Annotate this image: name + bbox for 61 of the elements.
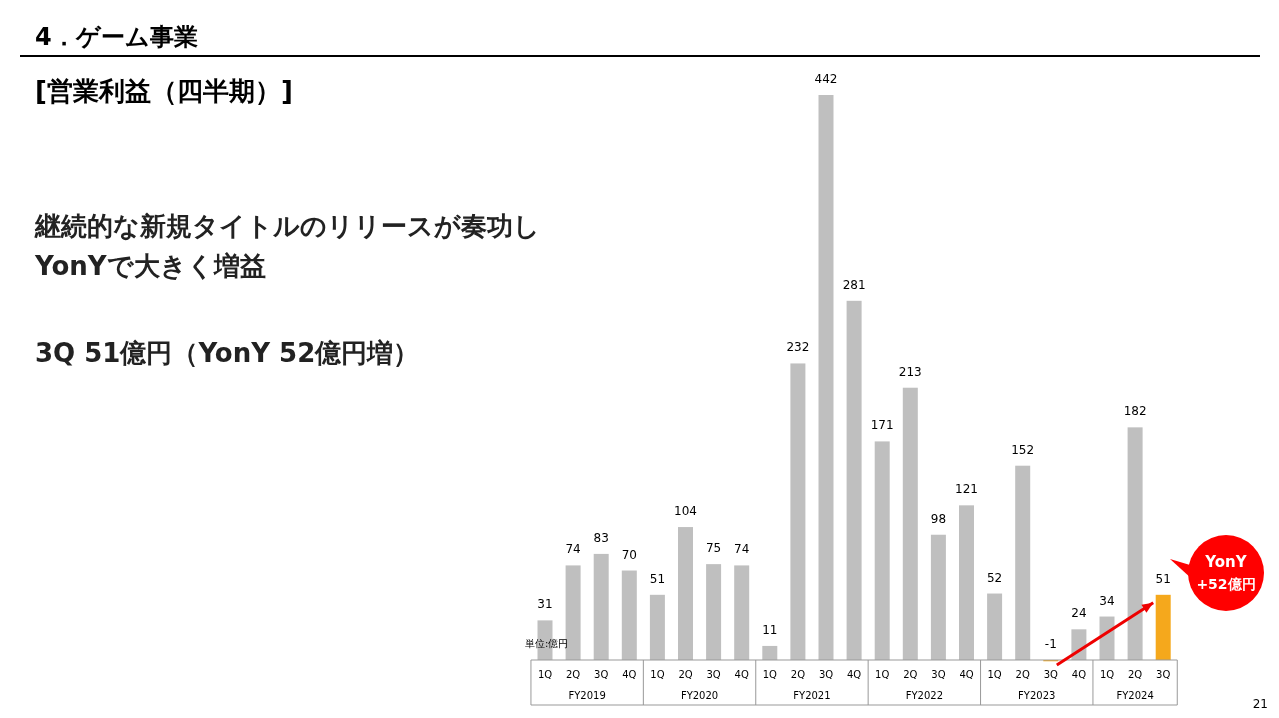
data-label: 75 [705,541,722,556]
text: FY2021 [793,690,831,701]
data-label: 24 [1071,606,1087,621]
data-label: 34 [1099,593,1115,608]
x-tick-label: 3Q [818,669,834,680]
data-label: 232 [786,340,810,355]
data-label: 121 [955,482,978,497]
data-label: 104 [674,504,697,519]
data-label: 52 [986,570,1003,585]
text: FY2019 [568,690,606,701]
x-tick-label: 2Q [1127,669,1143,680]
data-label: 83 [593,530,609,545]
text: 3Q 51億円（YonY 52億円増） [35,338,420,368]
x-tick-label: 2Q [565,669,581,680]
text: FY2022 [905,690,944,701]
data-label: 51 [649,571,666,586]
x-tick-label: 1Q [875,669,890,680]
x-tick-label: 4Q [734,669,749,680]
x-tick-label: 1Q [987,669,1002,680]
x-tick-label: 2Q [903,669,918,680]
data-label: 281 [842,277,866,292]
data-label: 442 [814,72,838,86]
x-tick-label: 1Q [762,669,778,680]
data-label: 74 [565,542,581,557]
annotation: 単位:億円 [525,638,569,649]
text: YonY [1204,553,1248,571]
text: FY2024 [1116,690,1154,701]
x-tick-label: 4Q [959,669,974,680]
x-tick-label: 1Q [650,669,665,680]
text: 4．ゲーム事業 [35,23,198,51]
x-tick-label: 1Q [1099,669,1115,680]
data-label: 51 [1155,571,1171,586]
data-label: 31 [537,597,553,612]
annotation: 継続的な新規タイトルのリリースが奏功し [34,211,540,241]
data-label: 213 [898,364,922,379]
x-tick-label: 3Q [706,669,721,680]
data-label: 74 [734,542,750,557]
x-tick-label: 4Q [846,669,862,680]
data-label: 171 [870,418,894,433]
text: FY2023 [1018,690,1056,701]
data-label: 70 [621,547,637,562]
text: YonYで大きく増益 [34,251,266,281]
x-tick-label: 4Q [622,669,637,680]
x-tick-label: 3Q [1156,669,1171,680]
x-tick-label: 4Q [1071,669,1087,680]
text: [営業利益（四半期）] [35,76,293,106]
data-label: -1 [1044,637,1057,651]
x-tick-label: 2Q [678,669,693,680]
x-tick-label: 2Q [1015,669,1030,680]
x-tick-label: 3Q [931,669,946,680]
data-label: 152 [1011,442,1035,457]
x-tick-label: 1Q [537,669,553,680]
data-label: 98 [930,511,947,526]
text: 21 [1252,697,1268,711]
data-label: 11 [762,622,778,637]
x-tick-label: 2Q [790,669,806,680]
data-label: 182 [1123,404,1147,419]
text: +52億円 [1196,576,1256,592]
x-tick-label: 3Q [1043,669,1059,680]
text: FY2020 [680,690,719,701]
x-tick-label: 3Q [594,669,609,680]
